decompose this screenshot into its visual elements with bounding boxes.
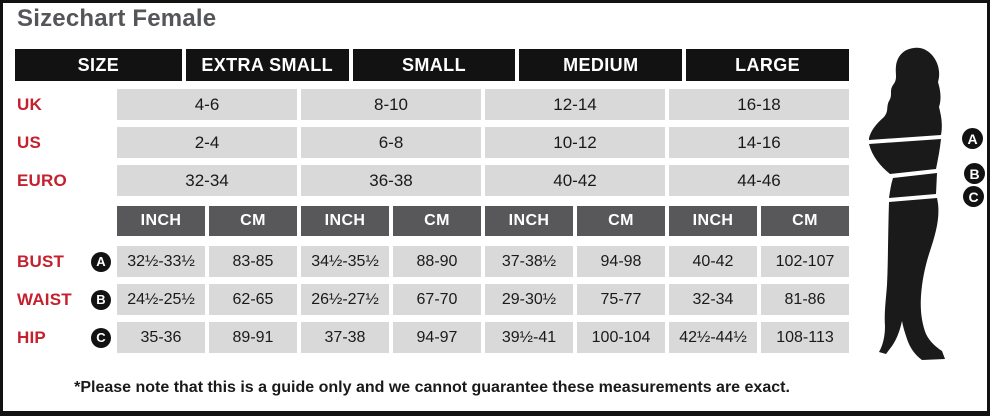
- unit-header-cm: CM: [209, 206, 297, 236]
- unit-header-cm: CM: [761, 206, 849, 236]
- hip-extra-small: 35-36 89-91: [117, 322, 297, 353]
- figure-badge-c: C: [963, 186, 984, 207]
- table-row-uk: UK 4-6 8-10 12-14 16-18: [15, 89, 849, 120]
- bust-l-inch: 40-42: [669, 246, 757, 277]
- bust-extra-small: 32½-33½ 83-85: [117, 246, 297, 277]
- us-large-value: 14-16: [669, 127, 849, 158]
- us-small-value: 6-8: [301, 127, 481, 158]
- table-row-waist: WAIST B 24½-25½ 62-65 26½-27½ 67-70 29-3…: [15, 284, 849, 315]
- waist-s-cm: 67-70: [393, 284, 481, 315]
- waist-small: 26½-27½ 67-70: [301, 284, 481, 315]
- hip-m-cm: 100-104: [577, 322, 665, 353]
- sizechart-table: SIZE EXTRA SMALL SMALL MEDIUM LARGE UK 4…: [15, 49, 849, 360]
- hip-medium: 39½-41 100-104: [485, 322, 665, 353]
- unit-row-spacer: [15, 206, 113, 236]
- waist-extra-small: 24½-25½ 62-65: [117, 284, 297, 315]
- bust-xs-cm: 83-85: [209, 246, 297, 277]
- row-label-us: US: [17, 132, 42, 152]
- row-label-cell: HIP C: [15, 322, 113, 353]
- unit-header-row: INCH CM INCH CM INCH CM INCH CM: [15, 206, 849, 236]
- euro-large-value: 44-46: [669, 165, 849, 196]
- waist-xs-cm: 62-65: [209, 284, 297, 315]
- bust-badge-a: A: [91, 251, 111, 272]
- row-label-cell: UK: [15, 89, 113, 120]
- hip-large: 42½-44½ 108-113: [669, 322, 849, 353]
- column-header-small: SMALL: [352, 49, 516, 81]
- waist-m-inch: 29-30½: [485, 284, 573, 315]
- hip-small: 37-38 94-97: [301, 322, 481, 353]
- bust-small: 34½-35½ 88-90: [301, 246, 481, 277]
- hip-xs-inch: 35-36: [117, 322, 205, 353]
- row-label-hip: HIP: [17, 327, 46, 347]
- row-label-uk: UK: [17, 94, 42, 114]
- unit-header-inch: INCH: [301, 206, 389, 236]
- us-extra-small-value: 2-4: [117, 127, 297, 158]
- unit-header-inch: INCH: [669, 206, 757, 236]
- table-row-euro: EURO 32-34 36-38 40-42 44-46: [15, 165, 849, 196]
- uk-small-value: 8-10: [301, 89, 481, 120]
- row-label-bust: BUST: [17, 251, 65, 271]
- unit-pair-medium: INCH CM: [485, 206, 665, 236]
- row-label-euro: EURO: [17, 170, 67, 190]
- euro-medium-value: 40-42: [485, 165, 665, 196]
- bust-medium: 37-38½ 94-98: [485, 246, 665, 277]
- hip-s-inch: 37-38: [301, 322, 389, 353]
- unit-header-cm: CM: [577, 206, 665, 236]
- row-label-cell: BUST A: [15, 246, 113, 277]
- female-silhouette-icon: [869, 47, 945, 360]
- row-label-cell: US: [15, 127, 113, 158]
- column-header-extra-small: EXTRA SMALL: [185, 49, 349, 81]
- waist-s-inch: 26½-27½: [301, 284, 389, 315]
- waist-l-cm: 81-86: [761, 284, 849, 315]
- uk-large-value: 16-18: [669, 89, 849, 120]
- uk-medium-value: 12-14: [485, 89, 665, 120]
- unit-header-inch: INCH: [485, 206, 573, 236]
- hip-l-cm: 108-113: [761, 322, 849, 353]
- figure-badge-a: A: [962, 128, 983, 149]
- waist-badge-b: B: [91, 289, 111, 310]
- column-header-large: LARGE: [686, 49, 849, 81]
- column-header-medium: MEDIUM: [519, 49, 683, 81]
- us-medium-value: 10-12: [485, 127, 665, 158]
- row-label-waist: WAIST: [17, 289, 72, 309]
- waist-medium: 29-30½ 75-77: [485, 284, 665, 315]
- hip-badge-c: C: [91, 327, 111, 348]
- unit-header-inch: INCH: [117, 206, 205, 236]
- table-row-bust: BUST A 32½-33½ 83-85 34½-35½ 88-90 37-38…: [15, 246, 849, 277]
- page-title: Sizechart Female: [17, 5, 217, 32]
- waist-large: 32-34 81-86: [669, 284, 849, 315]
- bust-l-cm: 102-107: [761, 246, 849, 277]
- bust-s-cm: 88-90: [393, 246, 481, 277]
- bust-xs-inch: 32½-33½: [117, 246, 205, 277]
- row-label-cell: WAIST B: [15, 284, 113, 315]
- euro-extra-small-value: 32-34: [117, 165, 297, 196]
- row-label-cell: EURO: [15, 165, 113, 196]
- bust-s-inch: 34½-35½: [301, 246, 389, 277]
- unit-header-cm: CM: [393, 206, 481, 236]
- bust-large: 40-42 102-107: [669, 246, 849, 277]
- hip-xs-cm: 89-91: [209, 322, 297, 353]
- waist-xs-inch: 24½-25½: [117, 284, 205, 315]
- bust-m-cm: 94-98: [577, 246, 665, 277]
- unit-pair-extra-small: INCH CM: [117, 206, 297, 236]
- table-row-us: US 2-4 6-8 10-12 14-16: [15, 127, 849, 158]
- figure-badge-b: B: [964, 163, 985, 184]
- size-header-row: SIZE EXTRA SMALL SMALL MEDIUM LARGE: [15, 49, 849, 81]
- table-row-hip: HIP C 35-36 89-91 37-38 94-97 39½-41 100…: [15, 322, 849, 353]
- size-corner-header: SIZE: [15, 49, 182, 81]
- hip-l-inch: 42½-44½: [669, 322, 757, 353]
- unit-pair-large: INCH CM: [669, 206, 849, 236]
- waist-m-cm: 75-77: [577, 284, 665, 315]
- euro-small-value: 36-38: [301, 165, 481, 196]
- bust-m-inch: 37-38½: [485, 246, 573, 277]
- uk-extra-small-value: 4-6: [117, 89, 297, 120]
- hip-m-inch: 39½-41: [485, 322, 573, 353]
- footnote-text: *Please note that this is a guide only a…: [74, 379, 790, 396]
- unit-pair-small: INCH CM: [301, 206, 481, 236]
- waist-l-inch: 32-34: [669, 284, 757, 315]
- hip-s-cm: 94-97: [393, 322, 481, 353]
